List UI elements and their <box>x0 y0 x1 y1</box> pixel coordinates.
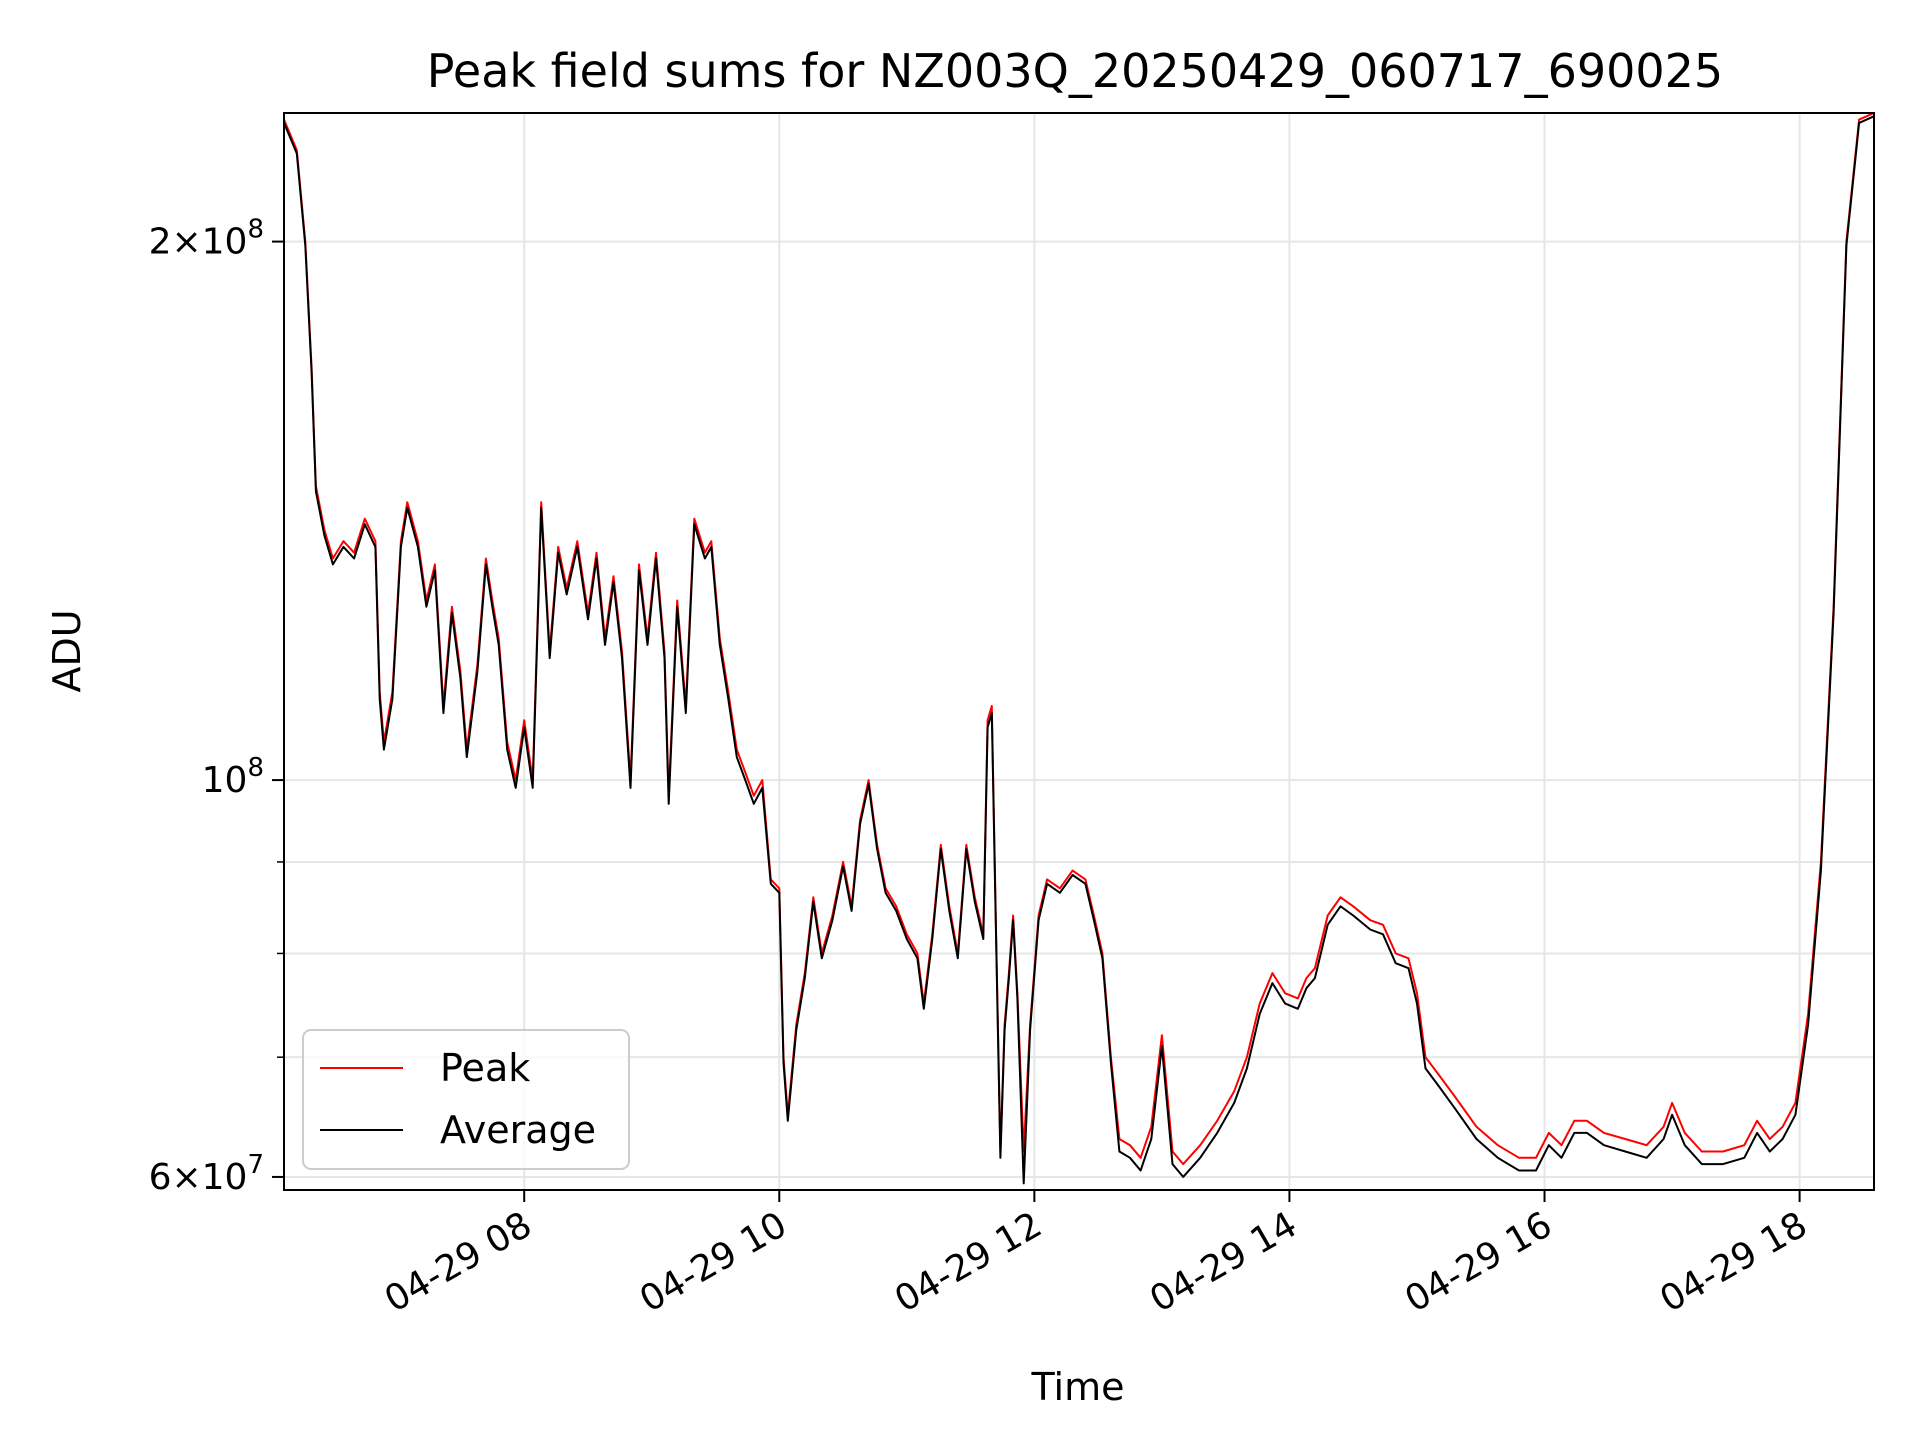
series-line-average <box>284 115 1874 1185</box>
legend-label-peak: Peak <box>440 1046 530 1090</box>
y-axis-label: ADU <box>45 609 89 692</box>
series-group <box>284 113 1874 1185</box>
grid <box>284 113 1874 1190</box>
x-axis-label: Time <box>1031 1365 1125 1409</box>
legend-label-average: Average <box>440 1108 596 1152</box>
y-tick-label: 2×108 <box>149 215 264 263</box>
chart-title: Peak field sums for NZ003Q_20250429_0607… <box>427 44 1723 98</box>
y-tick-label: 6×107 <box>149 1150 264 1198</box>
y-tick-label: 108 <box>202 753 264 801</box>
series-line-peak <box>284 113 1874 1166</box>
legend-box <box>302 1029 630 1170</box>
plot-frame <box>283 112 1875 1191</box>
y-axis: 6×107 108 2×108 <box>149 215 284 1198</box>
legend: Peak Average <box>302 1029 630 1170</box>
